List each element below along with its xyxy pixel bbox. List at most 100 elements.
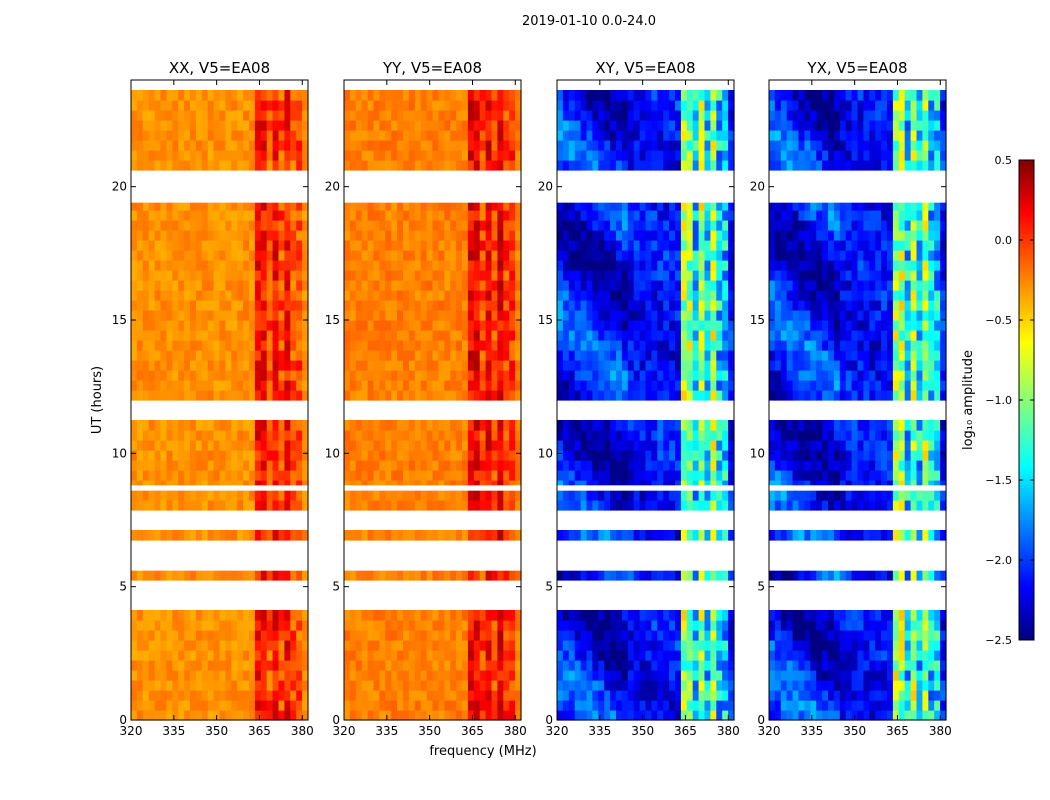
- heatmap-cell: [515, 420, 522, 431]
- heatmap-cell: [136, 360, 144, 371]
- heatmap-cell: [657, 270, 664, 281]
- heatmap-cell: [290, 200, 297, 211]
- heatmap-cell: [420, 500, 428, 511]
- heatmap-cell: [272, 200, 280, 211]
- heatmap-cell: [728, 690, 735, 701]
- heatmap-cell: [131, 230, 138, 241]
- heatmap-cell: [675, 690, 682, 701]
- heatmap-cell: [184, 220, 191, 231]
- heatmap-cell: [610, 430, 617, 441]
- heatmap-cell: [142, 210, 150, 221]
- heatmap-cell: [296, 500, 303, 511]
- heatmap-cell: [254, 700, 262, 711]
- heatmap-cell: [302, 300, 309, 311]
- heatmap-cell: [426, 280, 434, 291]
- heatmap-cell: [509, 460, 516, 471]
- heatmap-cell: [403, 390, 410, 401]
- heatmap-cell: [645, 230, 652, 241]
- heatmap-cell: [692, 370, 700, 381]
- heatmap-cell: [633, 120, 641, 131]
- heatmap-cell: [780, 670, 788, 681]
- heatmap-cell: [479, 320, 487, 331]
- heatmap-cell: [627, 680, 635, 691]
- heatmap-cell: [444, 490, 451, 501]
- heatmap-cell: [574, 640, 582, 651]
- heatmap-cell: [136, 120, 144, 131]
- heatmap-cell: [408, 530, 416, 541]
- heatmap-cell: [621, 480, 629, 491]
- heatmap-cell: [462, 440, 469, 451]
- heatmap-cell: [432, 320, 439, 331]
- heatmap-cell: [367, 630, 375, 641]
- heatmap-cell: [798, 690, 805, 701]
- heatmap-cell: [467, 290, 475, 301]
- heatmap-cell: [397, 700, 404, 711]
- heatmap-cell: [497, 100, 504, 111]
- heatmap-cell: [249, 340, 256, 351]
- heatmap-cell: [373, 480, 380, 491]
- heatmap-cell: [420, 660, 428, 671]
- heatmap-cell: [728, 440, 735, 451]
- heatmap-cell: [604, 120, 611, 131]
- heatmap-cell: [675, 370, 682, 381]
- heatmap-cell: [562, 260, 570, 271]
- heatmap-cell: [651, 200, 658, 211]
- heatmap-cell: [456, 710, 463, 721]
- heatmap-cell: [645, 390, 652, 401]
- heatmap-cell: [266, 90, 274, 101]
- y-tick-label: 15: [112, 313, 127, 327]
- heatmap-cell: [497, 640, 504, 651]
- heatmap-cell: [213, 500, 221, 511]
- heatmap-cell: [195, 430, 203, 441]
- heatmap-cell: [361, 460, 369, 471]
- heatmap-cell: [414, 160, 422, 171]
- heatmap-cell: [414, 500, 422, 511]
- heatmap-cell: [780, 630, 788, 641]
- heatmap-cell: [420, 270, 428, 281]
- heatmap-cell: [414, 690, 422, 701]
- heatmap-cell: [669, 130, 676, 141]
- heatmap-cell: [172, 500, 179, 511]
- heatmap-cell: [722, 530, 729, 541]
- heatmap-cell: [213, 440, 221, 451]
- heatmap-cell: [485, 480, 493, 491]
- heatmap-cell: [450, 620, 457, 631]
- heatmap-cell: [485, 220, 493, 231]
- heatmap-cell: [237, 240, 244, 251]
- heatmap-cell: [639, 230, 647, 241]
- heatmap-cell: [260, 380, 268, 391]
- heatmap-cell: [142, 670, 150, 681]
- heatmap-cell: [698, 690, 706, 701]
- heatmap-cell: [201, 660, 209, 671]
- heatmap-cell: [142, 130, 150, 141]
- heatmap-cell: [491, 230, 498, 241]
- heatmap-cell: [160, 240, 167, 251]
- heatmap-cell: [792, 660, 800, 671]
- heatmap-cell: [621, 440, 629, 451]
- heatmap-cell: [432, 110, 439, 121]
- heatmap-cell: [136, 650, 144, 661]
- heatmap-cell: [136, 90, 144, 101]
- heatmap-cell: [586, 650, 593, 661]
- heatmap-cell: [397, 640, 404, 651]
- heatmap-cell: [574, 430, 582, 441]
- heatmap-cell: [195, 230, 203, 241]
- heatmap-cell: [491, 650, 498, 661]
- heatmap-cell: [698, 160, 706, 171]
- heatmap-cell: [728, 270, 735, 281]
- heatmap-cell: [704, 210, 711, 221]
- heatmap-cell: [201, 650, 209, 661]
- heatmap-cell: [503, 650, 510, 661]
- heatmap-cell: [178, 460, 185, 471]
- heatmap-cell: [148, 450, 156, 461]
- heatmap-cell: [503, 360, 510, 371]
- heatmap-cell: [467, 640, 475, 651]
- heatmap-cell: [296, 220, 303, 231]
- heatmap-cell: [774, 710, 782, 721]
- heatmap-cell: [426, 700, 434, 711]
- heatmap-cell: [680, 310, 688, 321]
- heatmap-cell: [373, 300, 380, 311]
- heatmap-cell: [290, 150, 297, 161]
- heatmap-cell: [497, 350, 504, 361]
- heatmap-cell: [692, 420, 700, 431]
